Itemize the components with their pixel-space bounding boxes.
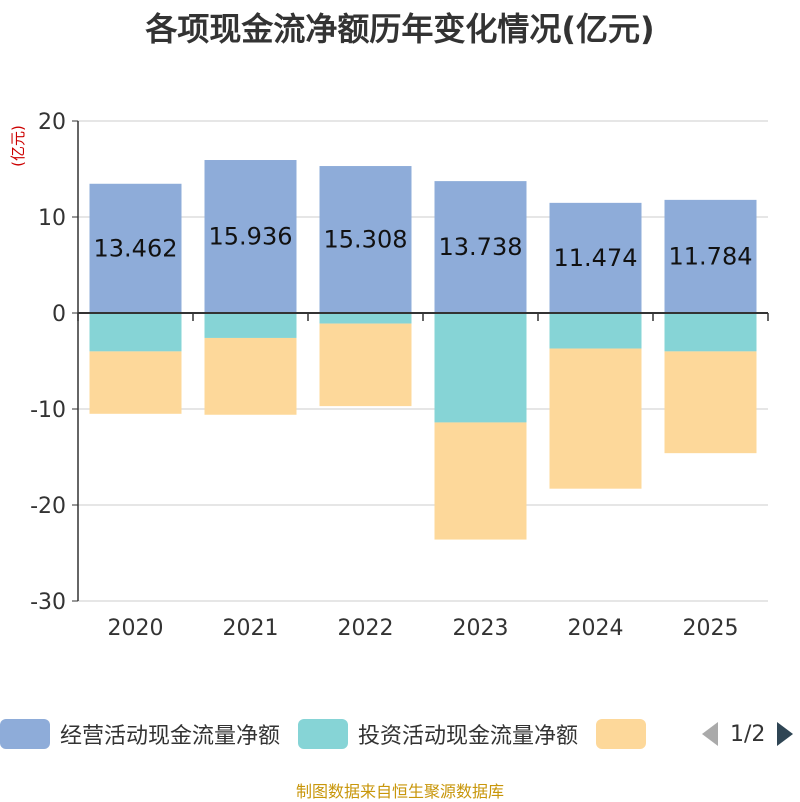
legend-label-operating: 经营活动现金流量净额 [60,724,281,749]
bar-financing-2023 [434,422,527,540]
bar-operating-2021 [204,160,297,313]
y-tick-label: 20 [38,110,66,135]
x-tick-label: 2023 [453,616,509,641]
bar-financing-2020 [89,351,182,414]
legend-swatch-operating [0,719,50,749]
y-tick-label: 10 [38,206,66,231]
bar-value-label: 11.474 [554,244,638,272]
legend: 经营活动现金流量净额 投资活动现金流量净额 [0,716,674,752]
legend-pager: 1/2 [700,716,795,752]
bar-value-label: 11.784 [669,242,753,270]
prev-page-icon[interactable] [700,720,720,748]
chart-title: 各项现金流净额历年变化情况(亿元) [145,10,655,48]
bar-financing-2024 [549,348,642,489]
y-tick-label: -20 [30,494,66,519]
y-tick-label: -10 [30,398,66,423]
bar-investing-2025 [664,313,757,352]
x-tick-label: 2021 [223,616,279,641]
bar-value-label: 13.738 [439,233,523,261]
bar-operating-2024 [549,202,642,313]
bar-value-label: 15.308 [324,226,408,254]
bar-financing-2022 [319,323,412,407]
x-tick-label: 2024 [568,616,624,641]
bar-operating-2020 [89,183,182,313]
data-source-note: 制图数据来自恒生聚源数据库 [295,782,504,801]
bar-operating-2022 [319,166,412,313]
bar-financing-2021 [204,337,297,415]
bar-investing-2022 [319,313,412,324]
legend-label-investing: 投资活动现金流量净额 [358,724,579,749]
bar-value-label: 15.936 [209,223,293,251]
x-tick-label: 2025 [683,616,739,641]
legend-item-investing[interactable]: 投资活动现金流量净额 [298,718,578,750]
x-tick-label: 2022 [338,616,394,641]
legend-swatch-financing [596,719,647,749]
bar-value-label: 13.462 [94,234,178,262]
bar-financing-2025 [664,351,757,454]
next-page-icon[interactable] [775,720,795,748]
bar-investing-2021 [204,313,297,338]
bar-investing-2023 [434,313,527,423]
bar-operating-2025 [664,199,757,313]
legend-page-indicator: 1/2 [730,721,766,747]
y-tick-label: -30 [30,590,66,615]
legend-item-financing[interactable] [596,719,656,749]
bar-investing-2024 [549,313,642,349]
legend-swatch-investing [298,719,349,749]
bar-operating-2023 [434,181,527,313]
y-axis-title: (亿元) [9,125,27,167]
y-tick-label: 0 [52,302,66,327]
bar-investing-2020 [89,313,182,352]
x-tick-label: 2020 [108,616,164,641]
legend-item-operating[interactable]: 经营活动现金流量净额 [0,718,280,750]
